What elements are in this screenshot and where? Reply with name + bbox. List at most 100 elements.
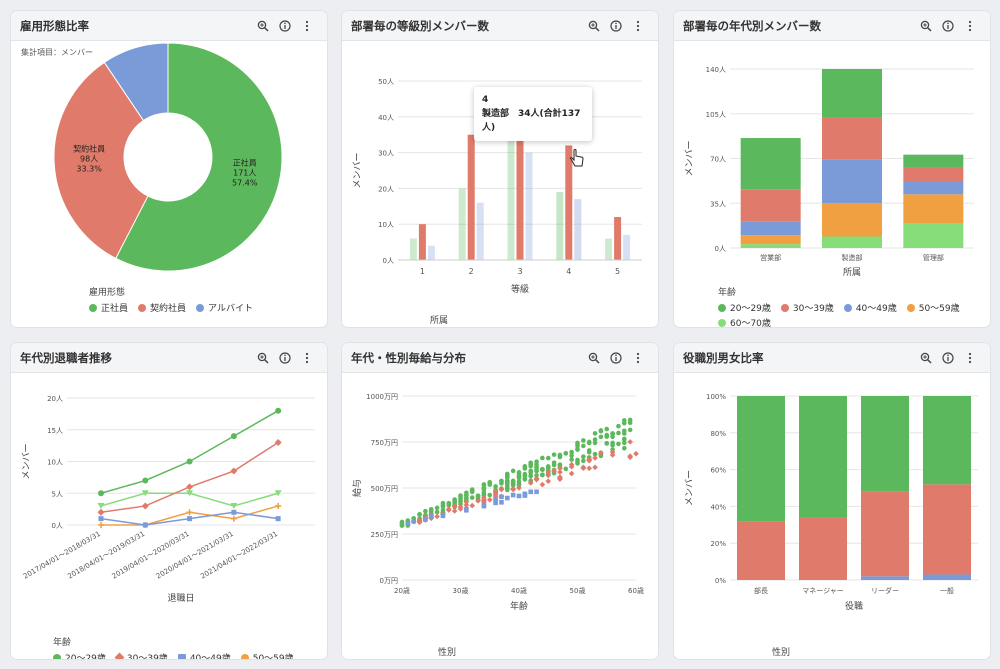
legend-item[interactable]: アルバイト [196,301,253,314]
more-menu-icon[interactable] [959,347,981,369]
x-tick-label: 一般 [940,586,954,595]
data-point [505,473,510,478]
zoom-icon[interactable] [252,347,274,369]
data-point [505,487,510,493]
data-point [186,483,194,491]
data-point [98,516,104,522]
tooltip-value: 製造部 34人(合計137人) [482,109,581,133]
info-icon[interactable] [937,347,959,369]
bar-segment [822,159,882,204]
data-point [505,495,510,501]
data-point [457,504,464,510]
data-point [568,463,575,470]
legend-item[interactable]: 40〜49歳 [843,301,897,314]
zoom-icon[interactable] [252,15,274,37]
data-point [545,464,551,470]
data-point [498,486,505,493]
legend-item[interactable]: 20〜29歳 [718,301,771,314]
y-tick-label: 0人 [383,257,394,265]
info-icon[interactable] [274,347,296,369]
data-point [142,477,149,484]
x-tick-label: 60歳 [628,586,644,595]
legend-swatch [114,652,125,659]
legend-item[interactable]: 30〜39歳 [780,301,834,314]
legend: 年齢 20〜29歳 30〜39歳 40〜49歳 50〜59歳 60〜70歳 [718,285,978,327]
bar-segment [903,154,964,168]
card-title: 役職別男女比率 [683,350,764,365]
zoom-icon[interactable] [915,15,937,37]
card-header: 部署毎の等級別メンバー数 [342,11,658,41]
data-point [141,502,149,510]
bar-segment [740,244,801,248]
data-point [493,497,498,503]
data-point [516,493,522,499]
data-point [575,441,580,447]
y-tick-label: 0人 [715,245,726,253]
data-point [592,431,598,436]
legend-item[interactable]: 正社員 [89,301,128,314]
info-icon[interactable] [937,15,959,37]
bar [565,145,573,260]
more-menu-icon[interactable] [959,15,981,37]
legend-title: 所属 [430,316,449,326]
chart-area: 0万円 250万円 500万円 750万円 1000万円 給与 20歳 30歳 40歳 50歳 60… [342,373,658,659]
y-tick-label: 35人 [710,200,726,208]
legend-title: 性別 [772,648,791,658]
x-axis-title: 所属 [843,267,861,278]
bar-segment [861,576,909,580]
tooltip-category: 4 [482,95,489,105]
bar-segment [903,223,964,248]
legend-item[interactable]: 60〜70歳 [718,316,771,327]
slice-label: 契約社員 [73,144,105,154]
bar-segment [740,138,801,190]
zoom-icon[interactable] [583,347,605,369]
data-point [231,509,237,515]
legend-item[interactable]: 50〜59歳 [240,651,294,659]
legend-item[interactable]: 50〜59歳 [906,301,960,314]
more-menu-icon[interactable] [296,15,318,37]
bar [574,199,582,260]
bar-segment [737,396,785,522]
more-menu-icon[interactable] [296,347,318,369]
y-tick-label: 30人 [378,150,394,158]
legend-label: 50〜59歳 [252,654,294,659]
bar-segment [861,491,909,577]
data-point [469,502,475,509]
legend-item[interactable]: 20〜29歳 [53,651,106,659]
legend-item[interactable]: 40〜49歳 [177,651,231,659]
x-axis-title: 役職 [845,600,863,612]
x-tick-label: 1 [420,267,425,276]
data-point [592,455,598,461]
info-icon[interactable] [274,15,296,37]
legend-title: 性別 [438,648,457,658]
data-point [434,505,440,511]
legend-item[interactable]: 30〜39歳 [114,651,168,659]
data-point [516,470,522,475]
x-axis-title: 年齢 [510,600,528,612]
data-point [569,449,574,455]
zoom-icon[interactable] [583,15,605,37]
info-icon[interactable] [605,15,627,37]
x-tick-label: リーダー [871,586,899,595]
data-point [486,496,493,503]
y-tick-label: 5人 [52,490,63,498]
data-point [464,490,469,496]
data-point [399,519,405,525]
info-icon[interactable] [605,347,627,369]
bar [525,152,533,260]
bar [556,191,564,260]
x-tick-label: 20歳 [394,586,410,595]
legend-item[interactable]: 契約社員 [138,301,186,314]
data-point [499,499,504,505]
card-title: 年代別退職者推移 [20,350,112,365]
data-point [97,502,105,509]
zoom-icon[interactable] [915,347,937,369]
data-point [581,454,586,459]
data-point [586,457,592,464]
more-menu-icon[interactable] [627,347,649,369]
bar-segment [740,235,801,245]
data-point [622,437,627,442]
y-tick-label: 40人 [378,114,394,122]
more-menu-icon[interactable] [627,15,649,37]
data-point [557,465,563,472]
